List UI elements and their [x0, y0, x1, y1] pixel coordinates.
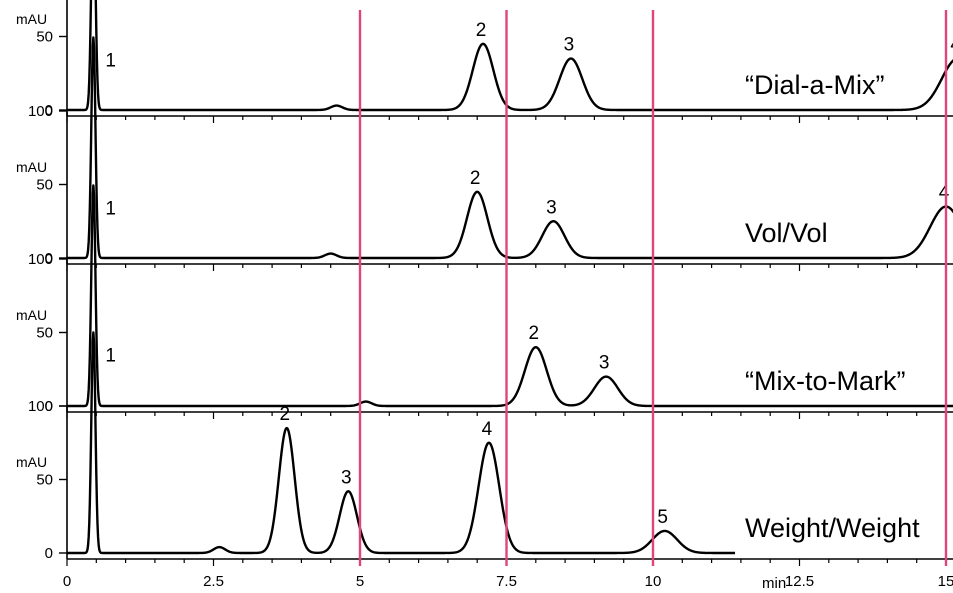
y-unit-label: mAU [16, 11, 47, 27]
peak-label-2: 2 [470, 168, 481, 189]
x-axis-label: min [762, 575, 786, 592]
x-tick-label: 2.5 [203, 573, 224, 590]
x-tick-label: 15 [938, 573, 953, 590]
series-name: Weight/Weight [745, 513, 920, 543]
series-name: Vol/Vol [745, 218, 828, 248]
x-tick-label: 7.5 [496, 573, 517, 590]
series-name: “Mix-to-Mark” [745, 366, 905, 396]
y-tick-label: 0 [45, 398, 53, 415]
x-tick-label: 10 [645, 573, 662, 590]
panel-2: mAU05010012345Vol/Vol [16, 36, 953, 271]
series-name: “Dial-a-Mix” [745, 70, 884, 100]
trace-line [66, 184, 953, 408]
peak-label-4: 4 [950, 35, 953, 56]
peak-label-4: 4 [939, 183, 950, 204]
peak-label-4: 4 [482, 419, 493, 440]
trace-line [66, 0, 953, 112]
y-unit-label: mAU [16, 159, 47, 175]
peak-label-2: 2 [279, 404, 290, 425]
y-unit-label: mAU [16, 454, 47, 470]
peak-label-2: 2 [476, 20, 487, 41]
y-tick-label: 50 [36, 177, 53, 194]
y-tick-label: 50 [36, 29, 53, 46]
y-tick-label: 0 [45, 102, 53, 119]
chart-panels: mAU05010012345“Dial-a-Mix”mAU05010012345… [16, 0, 953, 566]
x-tick-label: 5 [356, 573, 364, 590]
y-tick-label: 0 [45, 250, 53, 267]
y-tick-label: 100 [28, 103, 53, 120]
peak-label-3: 3 [599, 353, 610, 374]
y-tick-label: 0 [45, 545, 53, 562]
x-tick-label: 12.5 [785, 573, 814, 590]
peak-label-1: 1 [105, 198, 116, 219]
peak-label-5: 5 [657, 507, 668, 528]
peak-label-3: 3 [546, 197, 557, 218]
peak-label-3: 3 [341, 467, 352, 488]
trace-line [66, 331, 736, 555]
reference-lines [358, 10, 948, 566]
peak-label-1: 1 [105, 345, 116, 366]
y-tick-label: 100 [28, 251, 53, 268]
peak-label-1: 1 [105, 50, 116, 71]
peak-label-3: 3 [564, 35, 575, 56]
y-tick-label: 50 [36, 472, 53, 489]
panel-4: mAU 0 50 100 1 2 3 4 5 Weight/Weight [16, 331, 953, 566]
peak-label-2: 2 [529, 323, 540, 344]
y-tick-label: 50 [36, 325, 53, 342]
y-tick-label: 100 [28, 398, 53, 415]
y-unit-label: mAU [16, 307, 47, 323]
trace-line [66, 36, 953, 260]
x-tick-label: 0 [63, 573, 71, 590]
